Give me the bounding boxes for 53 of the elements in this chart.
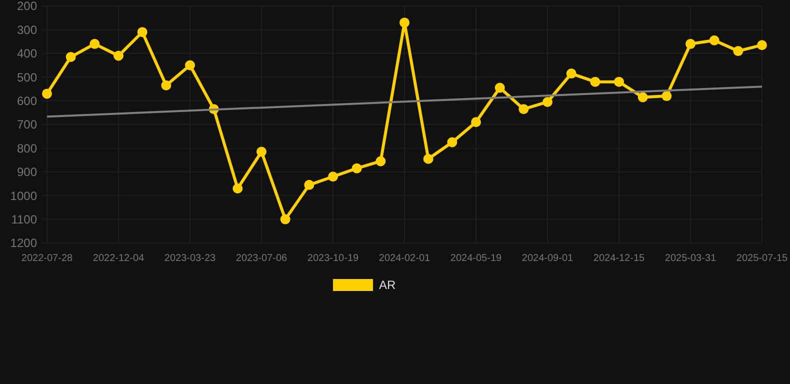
y-tick-label: 200 (16, 0, 38, 14)
point (638, 92, 648, 102)
legend-label: AR (379, 278, 396, 292)
x-tick-label: 2022-12-04 (92, 253, 145, 264)
y-tick-label: 300 (16, 22, 38, 37)
y-tick-label: 1000 (10, 188, 38, 203)
point (494, 82, 505, 93)
y-tick-label: 500 (16, 70, 38, 84)
y-tick-label: 700 (16, 118, 38, 132)
y-tick-label: 1200 (10, 236, 38, 250)
point (662, 91, 672, 102)
y-tick-label: 400 (16, 46, 38, 61)
x-tick-label: 2022-07-28 (21, 253, 74, 264)
point (471, 117, 481, 128)
y-tick-label: 900 (16, 165, 38, 180)
x-tick-label: 2024-12-15 (593, 253, 646, 264)
point (256, 146, 266, 157)
point (686, 38, 696, 49)
point (42, 88, 52, 99)
x-tick-label: 2025-07-15 (736, 253, 788, 264)
x-tick-label: 2025-03-31 (664, 253, 717, 264)
point (590, 76, 600, 87)
point (90, 38, 100, 49)
x-tick-label: 2023-10-19 (307, 253, 360, 264)
point (376, 156, 386, 166)
point (66, 52, 76, 62)
point (352, 163, 362, 174)
point (161, 80, 172, 90)
point (566, 68, 576, 79)
y-tick-label: 800 (16, 141, 38, 156)
x-tick-label: 2023-07-06 (236, 253, 288, 264)
point (423, 154, 434, 164)
x-tick-label: 2024-09-01 (522, 253, 574, 264)
point (518, 104, 529, 114)
point (137, 27, 148, 38)
point (709, 35, 720, 46)
point (400, 18, 410, 28)
point (280, 214, 290, 224)
point (304, 180, 314, 190)
point (328, 172, 338, 182)
y-tick-label: 600 (16, 94, 38, 108)
y-tick-label: 1100 (11, 212, 38, 226)
x-tick-label: 2024-05-19 (450, 253, 502, 264)
point (757, 40, 767, 50)
point (185, 60, 195, 70)
point (542, 96, 552, 107)
point (614, 76, 624, 87)
point (232, 183, 243, 194)
point (114, 50, 124, 61)
x-tick-label: 2024-02-01 (378, 253, 431, 264)
point (447, 137, 458, 148)
point (733, 46, 744, 56)
x-tick-label: 2023-03-23 (164, 253, 216, 264)
